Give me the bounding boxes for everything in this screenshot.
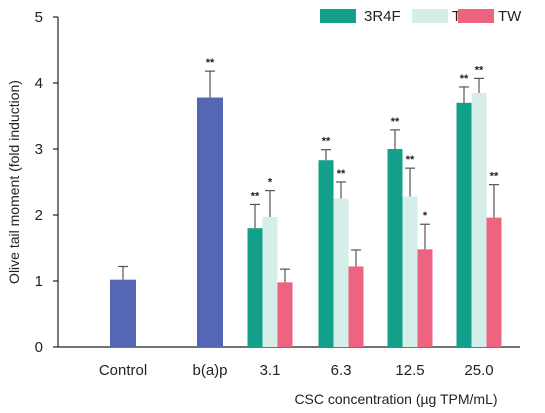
bar-bap	[197, 97, 223, 348]
x-axis-categories: Control b(a)p 3.1 6.3 12.5 25.0	[99, 362, 494, 379]
legend-swatch-tl	[412, 9, 448, 23]
significance-marker: *	[268, 177, 273, 189]
bar-3r4f	[318, 160, 334, 347]
bar-tw	[277, 282, 293, 347]
significance-marker: **	[475, 64, 484, 76]
bar-tl	[262, 216, 278, 347]
significance-marker: **	[406, 154, 415, 166]
x-category-label: 6.3	[331, 362, 352, 379]
legend-swatch-tw	[458, 9, 494, 23]
significance-marker: **	[322, 136, 331, 148]
bar-3r4f	[456, 102, 472, 347]
significance-marker: **	[391, 116, 400, 128]
x-axis-title: CSC concentration (µg TPM/mL)	[294, 391, 497, 407]
x-category-label: Control	[99, 362, 147, 379]
significance-marker: *	[423, 210, 428, 222]
bar-tw	[348, 266, 364, 347]
legend-swatch-3r4f	[320, 9, 356, 23]
bar-tl	[471, 92, 487, 348]
y-tick-label: 4	[35, 75, 43, 92]
y-tick-label: 2	[35, 207, 43, 224]
bar-tl	[402, 196, 418, 347]
x-category-label: 12.5	[395, 362, 424, 379]
x-category-label: 25.0	[464, 362, 493, 379]
x-category-label: b(a)p	[192, 362, 227, 379]
legend-label: 3R4F	[364, 8, 401, 25]
significance-marker: **	[337, 168, 346, 180]
bar-3r4f	[387, 149, 403, 347]
bars: ********************	[110, 57, 502, 348]
significance-marker: **	[206, 57, 215, 69]
x-category-label: 3.1	[260, 362, 281, 379]
bar-3r4f	[247, 228, 263, 347]
bar-control	[110, 279, 136, 347]
bar-tw	[417, 249, 433, 347]
legend-label: TW	[498, 8, 522, 25]
significance-marker: **	[460, 73, 469, 85]
significance-marker: **	[490, 171, 499, 183]
y-tick-label: 3	[35, 141, 43, 158]
significance-marker: **	[251, 190, 260, 202]
y-tick-label: 1	[35, 273, 43, 290]
legend: 3R4FTLTW	[320, 8, 522, 25]
y-axis-title: Olive tail moment (fold induction)	[6, 80, 22, 284]
y-tick-label: 5	[35, 9, 43, 26]
bar-tl	[333, 198, 349, 347]
y-tick-label: 0	[35, 339, 43, 356]
bar-tw	[486, 217, 502, 347]
